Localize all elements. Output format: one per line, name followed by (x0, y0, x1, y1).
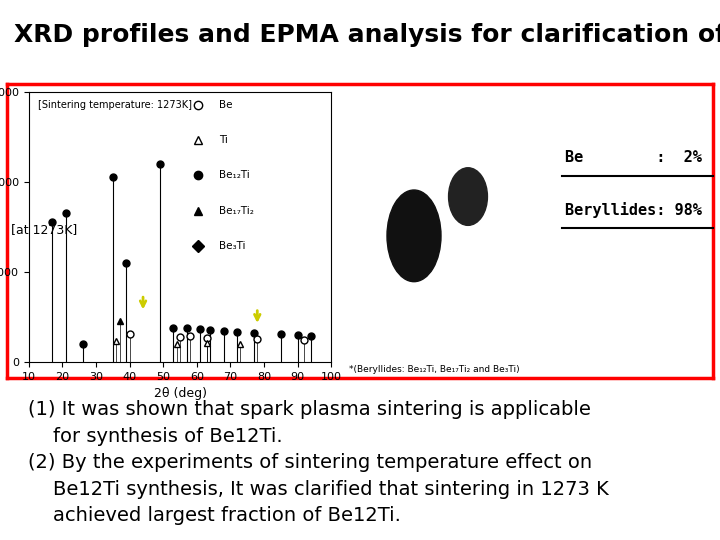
Text: Beryllides: 98%: Beryllides: 98% (564, 201, 701, 218)
Text: Be: Be (220, 100, 233, 110)
Text: Be₁₂Ti: Be₁₂Ti (220, 171, 250, 180)
Text: Be₁₂Ti: Be₁₂Ti (356, 320, 388, 329)
Text: [Sintering temperature: 1273K]: [Sintering temperature: 1273K] (38, 100, 192, 110)
X-axis label: 2θ (deg): 2θ (deg) (153, 387, 207, 400)
Text: Be₁₇Ti₂: Be₁₇Ti₂ (220, 206, 254, 215)
Text: Ti: Ti (220, 136, 228, 145)
Text: XRD profiles and EPMA analysis for clarification of sintering temp.: XRD profiles and EPMA analysis for clari… (14, 23, 720, 47)
Text: Be₃Ti: Be₃Ti (451, 320, 480, 329)
Text: (1) It was shown that spark plasma sintering is applicable
    for synthesis of : (1) It was shown that spark plasma sinte… (28, 401, 609, 525)
Ellipse shape (387, 190, 441, 282)
Circle shape (474, 116, 513, 163)
Text: *(Beryllides: Be₁₂Ti, Be₁₇Ti₂ and Be₃Ti): *(Beryllides: Be₁₂Ti, Be₁₇Ti₂ and Be₃Ti) (349, 364, 520, 374)
Text: Be₂Ti: Be₂Ti (472, 115, 505, 125)
Ellipse shape (449, 168, 487, 225)
Text: Be₃Ti: Be₃Ti (220, 241, 246, 251)
Text: Be        :  2%: Be : 2% (564, 150, 701, 165)
Text: Be: Be (364, 115, 380, 125)
Text: [at 1273K]: [at 1273K] (11, 223, 77, 236)
